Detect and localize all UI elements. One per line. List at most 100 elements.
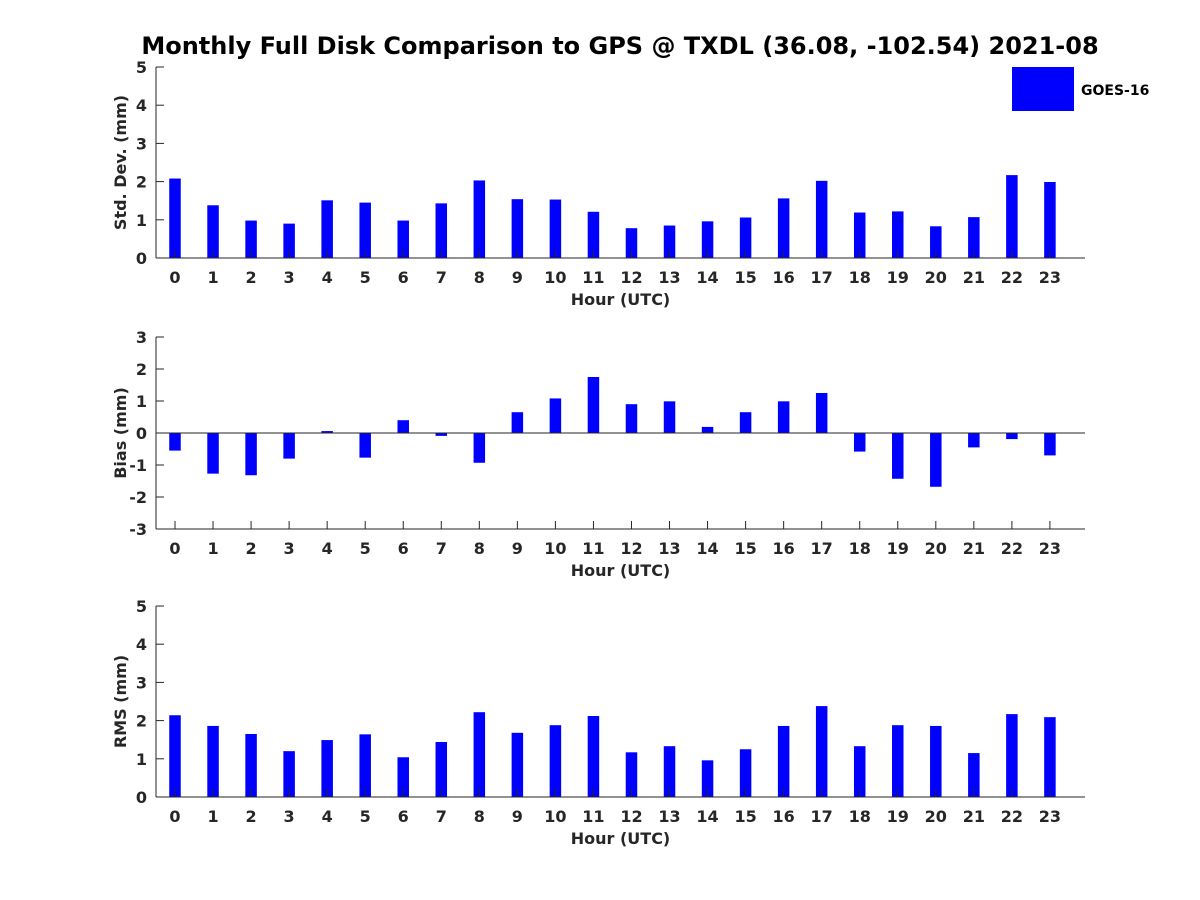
x-tick-label: 1 <box>207 268 218 287</box>
x-tick-label: 5 <box>360 268 371 287</box>
x-tick-label: 20 <box>925 539 947 558</box>
y-tick-label: 2 <box>136 360 147 379</box>
x-tick-label: 3 <box>284 807 295 826</box>
bar-hour-16 <box>777 725 790 797</box>
x-tick-label: 7 <box>436 539 447 558</box>
bar-hour-11 <box>587 716 600 797</box>
x-tick-label: 14 <box>696 268 718 287</box>
bar-hour-19 <box>892 433 904 479</box>
y-tick-label: 1 <box>136 392 147 411</box>
bar-hour-11 <box>587 211 600 258</box>
bar-hour-0 <box>169 178 181 258</box>
x-tick-label: 21 <box>963 807 985 826</box>
bar-hour-20 <box>930 725 942 797</box>
bar-hour-12 <box>625 752 638 797</box>
x-tick-label: 17 <box>811 268 833 287</box>
legend-swatch <box>1012 67 1074 111</box>
x-axis-label: Hour (UTC) <box>571 829 671 848</box>
x-tick-label: 1 <box>207 807 218 826</box>
bar-hour-10 <box>549 398 562 433</box>
y-tick-label: -1 <box>129 456 147 475</box>
y-tick-label: -2 <box>129 488 147 507</box>
bar-hour-19 <box>892 725 904 797</box>
x-tick-label: 13 <box>658 268 680 287</box>
x-tick-label: 19 <box>887 268 909 287</box>
x-tick-label: 3 <box>284 539 295 558</box>
x-tick-label: 16 <box>773 807 795 826</box>
y-axis-label: Bias (mm) <box>111 387 130 479</box>
bar-hour-7 <box>435 741 448 797</box>
bar-hour-0 <box>169 433 181 451</box>
bar-hour-19 <box>892 211 904 258</box>
bar-hour-15 <box>739 749 752 797</box>
x-tick-label: 21 <box>963 539 985 558</box>
x-tick-label: 1 <box>207 539 218 558</box>
y-tick-label: 4 <box>136 96 147 115</box>
x-tick-label: 3 <box>284 268 295 287</box>
x-tick-label: 15 <box>734 807 756 826</box>
y-tick-label: 3 <box>136 134 147 153</box>
x-tick-label: 16 <box>773 268 795 287</box>
y-axis-label: RMS (mm) <box>111 655 130 748</box>
bar-hour-9 <box>511 412 524 433</box>
x-tick-label: 8 <box>474 807 485 826</box>
x-tick-label: 0 <box>169 268 180 287</box>
bar-hour-20 <box>930 433 942 487</box>
x-tick-label: 13 <box>658 539 680 558</box>
x-tick-label: 11 <box>582 268 604 287</box>
bar-hour-18 <box>853 746 866 797</box>
x-tick-label: 6 <box>398 268 409 287</box>
x-tick-label: 8 <box>474 268 485 287</box>
x-tick-label: 19 <box>887 539 909 558</box>
bar-hour-23 <box>1044 717 1056 797</box>
y-axis-label: Std. Dev. (mm) <box>111 95 130 230</box>
x-tick-label: 9 <box>512 539 523 558</box>
y-tick-label: 5 <box>136 597 147 616</box>
y-tick-label: 1 <box>136 750 147 769</box>
x-tick-label: 2 <box>246 268 257 287</box>
x-tick-label: 12 <box>620 539 642 558</box>
x-tick-label: 14 <box>696 807 718 826</box>
x-tick-label: 23 <box>1039 268 1061 287</box>
bar-hour-2 <box>245 433 257 476</box>
bar-hour-2 <box>245 733 257 797</box>
bar-hour-14 <box>701 221 714 258</box>
x-tick-label: 10 <box>544 539 566 558</box>
bar-hour-5 <box>359 202 371 258</box>
x-tick-label: 21 <box>963 268 985 287</box>
bar-hour-13 <box>663 401 676 433</box>
x-tick-label: 7 <box>436 268 447 287</box>
bar-hour-23 <box>1044 181 1056 258</box>
x-tick-label: 18 <box>849 807 871 826</box>
bar-hour-22 <box>1006 433 1018 440</box>
bar-hour-23 <box>1044 433 1056 456</box>
x-tick-label: 4 <box>322 807 333 826</box>
bar-hour-3 <box>283 751 295 797</box>
bar-hour-18 <box>853 433 866 452</box>
y-tick-label: -3 <box>129 520 147 539</box>
bar-hour-4 <box>321 431 333 433</box>
bar-hour-12 <box>625 404 638 433</box>
bar-hour-15 <box>739 217 752 258</box>
x-tick-label: 4 <box>322 268 333 287</box>
bar-hour-21 <box>968 753 980 797</box>
y-tick-label: 0 <box>136 788 147 807</box>
bar-hour-8 <box>473 180 486 258</box>
bar-hour-10 <box>549 725 562 797</box>
bar-hour-9 <box>511 732 524 797</box>
y-tick-label: 3 <box>136 673 147 692</box>
y-tick-label: 1 <box>136 211 147 230</box>
x-tick-label: 14 <box>696 539 718 558</box>
x-axis-label: Hour (UTC) <box>571 561 671 580</box>
x-tick-label: 5 <box>360 807 371 826</box>
bar-hour-0 <box>169 715 181 797</box>
x-tick-label: 22 <box>1001 539 1023 558</box>
x-tick-label: 12 <box>620 807 642 826</box>
bar-hour-14 <box>701 426 714 433</box>
x-tick-label: 11 <box>582 807 604 826</box>
bar-hour-12 <box>625 228 638 258</box>
x-tick-label: 23 <box>1039 539 1061 558</box>
